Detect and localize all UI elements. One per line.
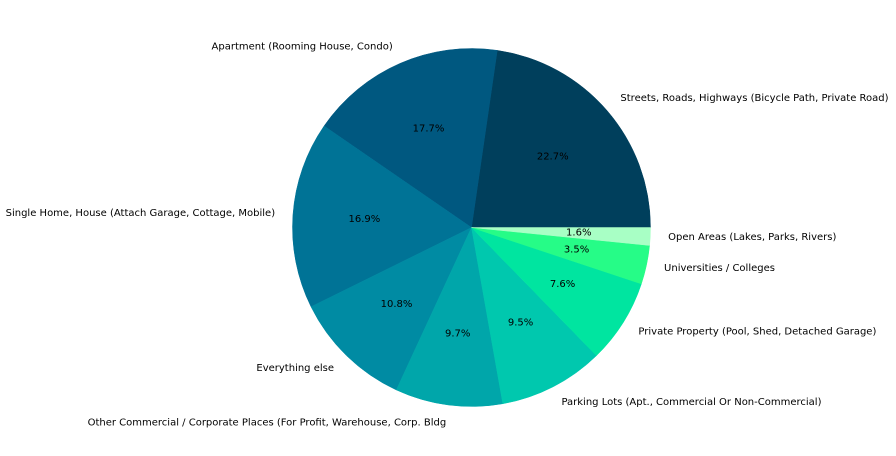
pie-slice <box>292 125 472 308</box>
slice-category-label: Universities / Colleges <box>664 263 775 274</box>
category-labels: Streets, Roads, Highways (Bicycle Path, … <box>6 42 889 429</box>
slice-percent-label: 22.7% <box>537 152 569 163</box>
slice-category-label: Streets, Roads, Highways (Bicycle Path, … <box>620 93 888 104</box>
pie-slice <box>323 48 498 228</box>
pie-slice <box>395 226 504 407</box>
slice-category-label: Parking Lots (Apt., Commercial Or Non-Co… <box>561 397 821 408</box>
pie-slice <box>471 50 651 228</box>
pie-slice <box>471 227 651 246</box>
slice-percent-label: 3.5% <box>564 244 589 255</box>
slice-category-label: Single Home, House (Attach Garage, Cotta… <box>6 208 276 219</box>
slice-percent-label: 9.7% <box>445 329 470 340</box>
pie-slice <box>310 226 473 391</box>
slice-category-label: Open Areas (Lakes, Parks, Rivers) <box>668 232 836 243</box>
slice-category-label: Other Commercial / Corporate Places (For… <box>88 417 447 428</box>
pie-slice <box>471 226 597 405</box>
slice-category-label: Apartment (Rooming House, Condo) <box>212 42 393 53</box>
percent-labels: 22.7% 17.7% 16.9% 10.8% 9.7% 9.5% 7.6% 3.5% 1.6% <box>348 124 591 340</box>
slice-percent-label: 9.5% <box>508 318 533 329</box>
slice-percent-label: 10.8% <box>381 299 413 310</box>
slice-percent-label: 17.7% <box>413 124 445 135</box>
pie-slices <box>292 48 651 407</box>
slice-percent-label: 7.6% <box>550 279 575 290</box>
slice-percent-label: 1.6% <box>566 227 591 238</box>
slice-category-label: Everything else <box>256 363 334 374</box>
slice-percent-label: 16.9% <box>348 214 380 225</box>
slice-category-label: Private Property (Pool, Shed, Detached G… <box>638 326 876 337</box>
